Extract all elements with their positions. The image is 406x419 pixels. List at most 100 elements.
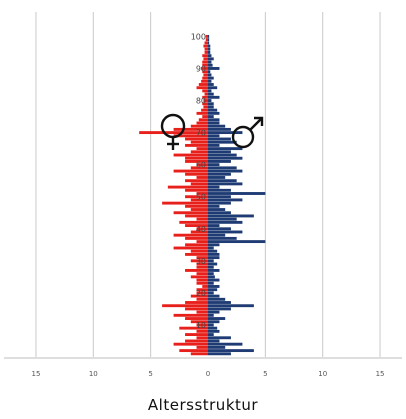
female-bar [173,153,208,157]
female-bar [203,57,208,61]
female-bar [173,246,208,250]
female-bar [173,233,208,237]
female-bar [196,121,208,125]
female-bar [185,243,208,247]
age-tick-label: 10 [196,321,206,330]
male-bar [208,163,220,167]
male-bar [208,83,214,86]
female-bar [196,176,208,179]
male-bar [208,44,211,48]
female-bar [204,92,208,96]
male-bar [208,336,231,340]
male-bar [208,246,214,250]
female-bar [204,47,208,51]
male-bar [208,73,212,77]
male-bar [208,47,211,51]
male-bar [208,236,237,240]
female-symbol-icon [160,113,186,150]
x-tick-label: 0 [206,370,210,378]
male-bar [208,102,214,106]
female-bar [190,249,208,253]
female-bar [162,201,208,205]
male-bar [208,249,218,253]
female-bar [203,99,208,102]
female-bar [185,236,208,240]
male-bar [208,323,214,327]
x-tick-label: 15 [31,370,40,378]
x-tick-label: 5 [148,370,152,378]
female-bar [185,188,208,192]
male-bar [208,57,214,61]
male-bar [208,134,220,138]
male-bar [208,108,218,112]
x-tick-label: 10 [89,370,98,378]
male-bar [208,188,231,192]
female-bar [202,63,208,67]
female-bar [205,34,208,38]
legend [160,113,264,150]
female-bar [202,54,208,58]
male-bar [208,99,212,102]
female-bar [185,301,208,304]
male-bar [208,60,212,64]
male-bar [208,79,212,83]
male-bar [208,179,237,183]
male-bar [208,285,220,288]
female-bar [196,336,208,340]
female-bar [185,159,208,163]
male-bar [208,63,213,67]
female-bar [196,281,208,285]
male-bar [208,326,218,330]
female-bar [196,227,208,231]
male-bar [208,217,237,221]
female-bar [196,256,208,260]
female-bar [202,76,208,80]
female-bar [173,211,208,215]
female-bar [203,105,208,109]
male-bar [208,329,220,333]
male-bar [208,67,220,70]
female-bar [198,83,208,86]
female-bar [204,50,208,54]
male-bar [208,256,220,260]
male-bar [208,121,220,125]
age-tick-label: 30 [196,257,206,266]
male-bar [208,143,220,147]
female-bar [202,60,208,64]
male-symbol-icon [231,116,264,149]
male-bar [208,265,214,269]
male-bar [208,224,220,228]
male-bar [208,214,254,218]
female-bar [196,329,208,333]
female-bar [190,208,208,211]
male-bar [208,352,231,356]
female-bar [185,137,208,141]
female-bar [196,265,208,269]
male-bar [208,211,231,215]
age-tick-label: 90 [196,64,206,73]
female-bar [201,79,208,83]
male-bar [208,304,254,308]
age-tick-label: 100 [191,32,206,41]
female-bar [185,307,208,311]
male-bar [208,105,214,109]
male-bar [208,310,220,314]
male-bar [208,70,211,74]
female-bar [196,111,208,115]
female-bar [185,156,208,160]
male-bar [208,208,226,211]
male-bar [208,227,231,231]
female-bar [196,217,208,221]
female-bar [201,108,208,112]
male-bar [208,297,226,301]
chart-title: Altersstruktur [147,396,259,414]
female-bar [196,345,208,349]
female-bar [185,252,208,256]
female-bar [196,163,208,167]
female-bar [190,150,208,154]
male-bar [208,220,243,224]
female-bar [190,140,208,144]
male-bar [208,307,231,311]
male-bar [208,54,212,58]
female-bar [173,127,208,131]
